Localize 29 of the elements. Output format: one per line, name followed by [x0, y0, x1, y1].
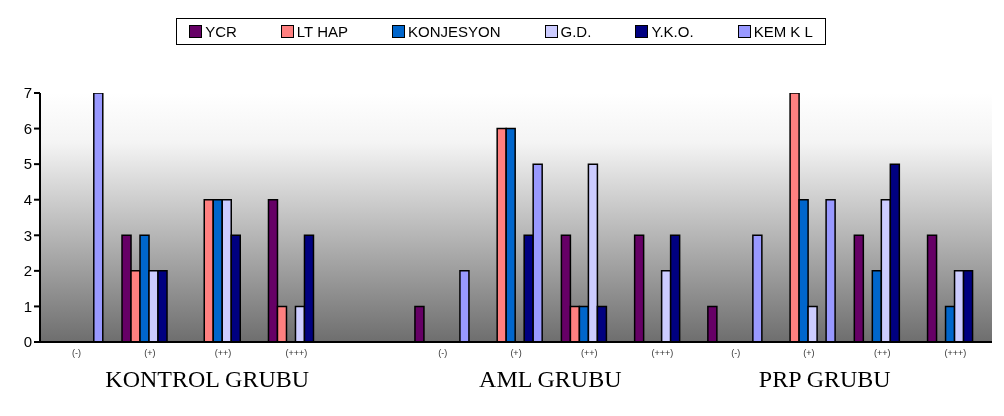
y-tick-label: 0 — [23, 333, 32, 351]
y-tick-label: 1 — [23, 297, 32, 315]
legend-label: YCR — [205, 23, 237, 40]
x-tick-label: (+) — [510, 348, 522, 359]
y-tick-label: 5 — [23, 155, 32, 173]
legend-label: Y.K.O. — [651, 23, 694, 40]
x-tick-label: (-) — [438, 348, 448, 359]
legend-label: KONJESYON — [408, 23, 501, 40]
legend-label: KEM K L — [753, 23, 813, 40]
text: AML GRUBU — [479, 366, 622, 393]
x-tick-label: (+) — [144, 348, 156, 359]
y-tick-label: 3 — [23, 226, 32, 244]
x-tick-label: (+) — [803, 348, 815, 359]
x-tick-label: (++) — [214, 348, 232, 359]
y-tick-label: 7 — [23, 84, 32, 102]
x-tick-label: (+++) — [944, 348, 967, 359]
x-tick-label: (+++) — [651, 348, 674, 359]
x-tick-label: (++) — [873, 348, 891, 359]
x-tick-label: (+++) — [285, 348, 308, 359]
x-tick-label: (++) — [580, 348, 598, 359]
legend-label: G.D. — [560, 23, 592, 40]
x-tick-label: (-) — [72, 348, 82, 359]
y-tick-label: 2 — [23, 262, 32, 280]
text: KONTROL GRUBU — [105, 366, 310, 393]
text: PRP GRUBU — [758, 366, 891, 393]
y-tick-label: 6 — [23, 119, 32, 137]
legend-label: LT HAP — [296, 23, 348, 40]
x-tick-label: (-) — [731, 348, 741, 359]
y-tick-label: 4 — [23, 191, 32, 209]
